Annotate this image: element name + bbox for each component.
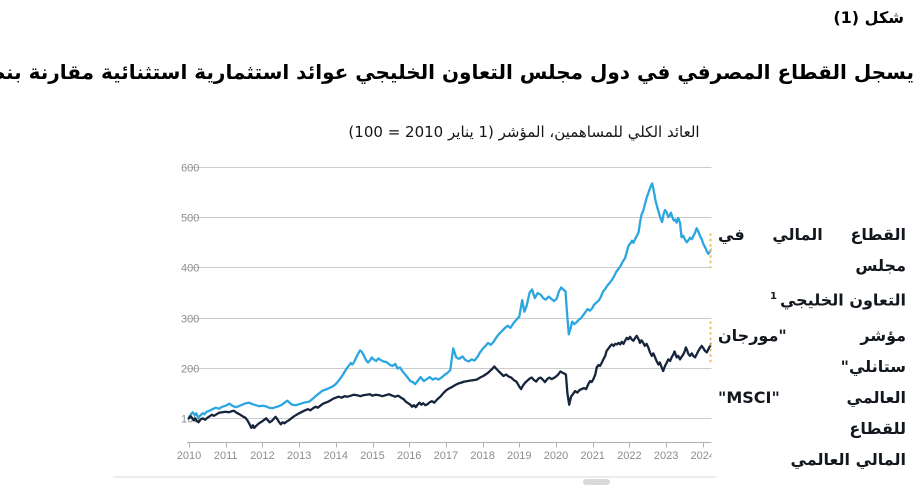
series-group: [187, 182, 712, 430]
x-axis-tick-label: 2021: [580, 450, 604, 462]
scrollbar-thumb[interactable]: [583, 479, 610, 485]
y-axis-tick-label: 600: [181, 163, 199, 175]
y-axis-tick-label: 400: [181, 263, 199, 275]
legend-msci-line-1: مؤشر "مورجان ستانلي": [718, 326, 906, 377]
y-axis-tick-label: 500: [181, 213, 199, 225]
x-axis-tick-label: 2012: [250, 450, 274, 462]
x-axis-tick-label: 2024: [691, 450, 715, 462]
series-line-msci: [187, 334, 712, 430]
figure-label: شكل (1): [833, 8, 904, 27]
chart-title: يسجل القطاع المصرفي في دول مجلس التعاون …: [0, 60, 914, 84]
legend-msci-line-3: المالي العالمي: [790, 450, 906, 470]
footnote-marker: 1: [769, 291, 777, 302]
x-axis-tick-label: 2018: [470, 450, 494, 462]
y-axis-tick-label: 100: [181, 414, 199, 426]
y-axis-tick-label: 200: [181, 364, 199, 376]
y-axis-tick-label: 300: [181, 314, 199, 326]
chart-subtitle: العائد الكلي للمساهمين، المؤشر (1 يناير …: [348, 123, 700, 141]
x-axis-labels: 2010 2011 2012 2013 2014 2015 2016 2017 2018 2019…: [177, 450, 715, 462]
legend-entry-msci: مؤشر "مورجان ستانلي" العالمي "MSCI" للقط…: [718, 320, 906, 475]
x-axis-tick-label: 2023: [654, 450, 678, 462]
x-axis-tick-label: 2011: [214, 450, 238, 462]
bottom-divider: [113, 476, 716, 478]
x-axis-tick-label: 2014: [324, 450, 348, 462]
legend-gcc-line-1: القطاع المالي في مجلس: [718, 225, 906, 275]
x-axis-tick-label: 2016: [397, 450, 421, 462]
legend-entry-gcc: القطاع المالي في مجلس التعاون الخليجي1: [718, 219, 906, 315]
x-axis-tick-label: 2015: [360, 450, 384, 462]
x-axis-tick-label: 2022: [617, 450, 641, 462]
x-axis-tick-label: 2019: [507, 450, 531, 462]
chart-legend: القطاع المالي في مجلس التعاون الخليجي1 م…: [718, 219, 906, 475]
x-axis-tick-label: 2013: [287, 450, 311, 462]
legend-gcc-line-2: التعاون الخليجي1: [769, 290, 906, 310]
x-axis-tick-label: 2017: [434, 450, 458, 462]
x-axis-tick-label: 2020: [544, 450, 568, 462]
x-axis-tick-label: 2010: [177, 450, 201, 462]
legend-msci-line-2: العالمي "MSCI" للقطاع: [718, 388, 906, 439]
series-line-gcc: [187, 182, 712, 420]
